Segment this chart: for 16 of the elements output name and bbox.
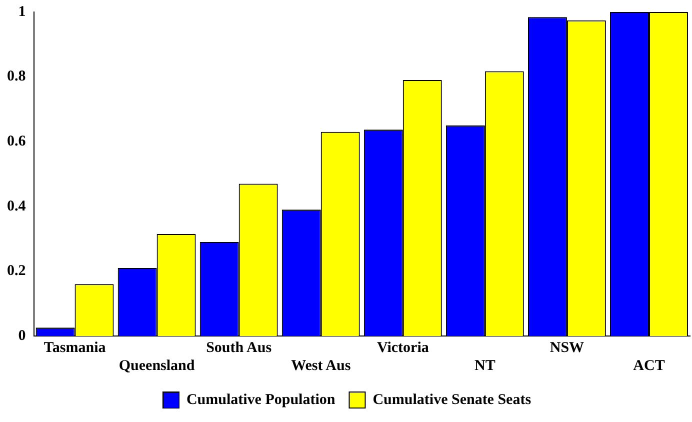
- x-tick-label: South Aus: [206, 340, 272, 356]
- y-tick-label: 0.8: [7, 68, 26, 85]
- y-tick-label: 0.2: [7, 263, 26, 280]
- y-tick-label: 1: [18, 4, 26, 20]
- x-tick-label: West Aus: [291, 358, 351, 374]
- y-tick-label: 0.4: [7, 198, 26, 214]
- y-tick-label: 0: [18, 328, 26, 344]
- legend-label: Cumulative Senate Seats: [372, 392, 532, 408]
- y-tick-label: 0.6: [7, 133, 26, 150]
- x-tick-label: ACT: [633, 358, 665, 374]
- x-tick-label: Victoria: [376, 340, 430, 356]
- x-tick-label: NSW: [550, 340, 584, 356]
- legend-label: Cumulative Population: [186, 392, 336, 408]
- x-tick-label: NT: [474, 358, 496, 374]
- x-tick-label: Queensland: [118, 358, 196, 374]
- x-tick-label: Tasmania: [44, 340, 106, 356]
